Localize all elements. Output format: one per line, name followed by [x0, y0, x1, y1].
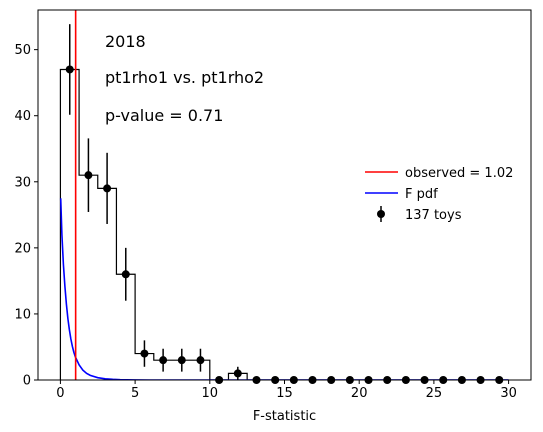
annotation-comparison: pt1rho1 vs. pt1rho2 — [105, 68, 264, 87]
toy-points — [65, 24, 504, 384]
toy-point — [84, 171, 93, 180]
annotation-year: 2018 — [105, 32, 146, 51]
y-tick-label: 40 — [14, 109, 31, 124]
toy-point — [159, 356, 168, 365]
x-tick-label: 20 — [351, 386, 368, 401]
pdf-curve — [59, 198, 509, 380]
x-axis-label: F-statistic — [253, 409, 316, 424]
x-axis: 0 5 10 15 20 25 30 — [56, 380, 517, 401]
toy-point — [177, 356, 186, 365]
y-tick-label: 50 — [14, 43, 31, 58]
y-tick-label: 0 — [23, 374, 31, 389]
legend-observed-label: observed = 1.02 — [405, 166, 513, 181]
x-tick-label: 30 — [500, 386, 517, 401]
legend-pdf-label: F pdf — [405, 187, 438, 202]
toy-point — [103, 184, 112, 193]
x-tick-label: 25 — [426, 386, 443, 401]
toy-point — [65, 65, 74, 74]
plot-area — [37, 9, 532, 384]
x-tick-label: 15 — [276, 386, 293, 401]
legend: observed = 1.02 F pdf 137 toys — [365, 166, 513, 223]
legend-toys-label: 137 toys — [405, 208, 462, 223]
annotation-pvalue: p-value = 0.71 — [105, 106, 223, 125]
pdf-curve-line — [59, 198, 509, 380]
y-tick-label: 30 — [14, 175, 31, 190]
toy-point — [140, 349, 149, 358]
y-tick-label: 10 — [14, 307, 31, 322]
toy-point — [196, 356, 205, 365]
y-tick-label: 20 — [14, 241, 31, 256]
toy-point — [233, 369, 242, 378]
toy-point — [121, 270, 130, 279]
legend-toys-marker — [377, 210, 385, 218]
x-tick-label: 5 — [131, 386, 139, 401]
y-axis: 0 10 20 30 40 50 — [14, 43, 38, 389]
x-tick-label: 10 — [202, 386, 219, 401]
x-tick-label: 0 — [56, 386, 64, 401]
plot-frame — [37, 9, 532, 381]
